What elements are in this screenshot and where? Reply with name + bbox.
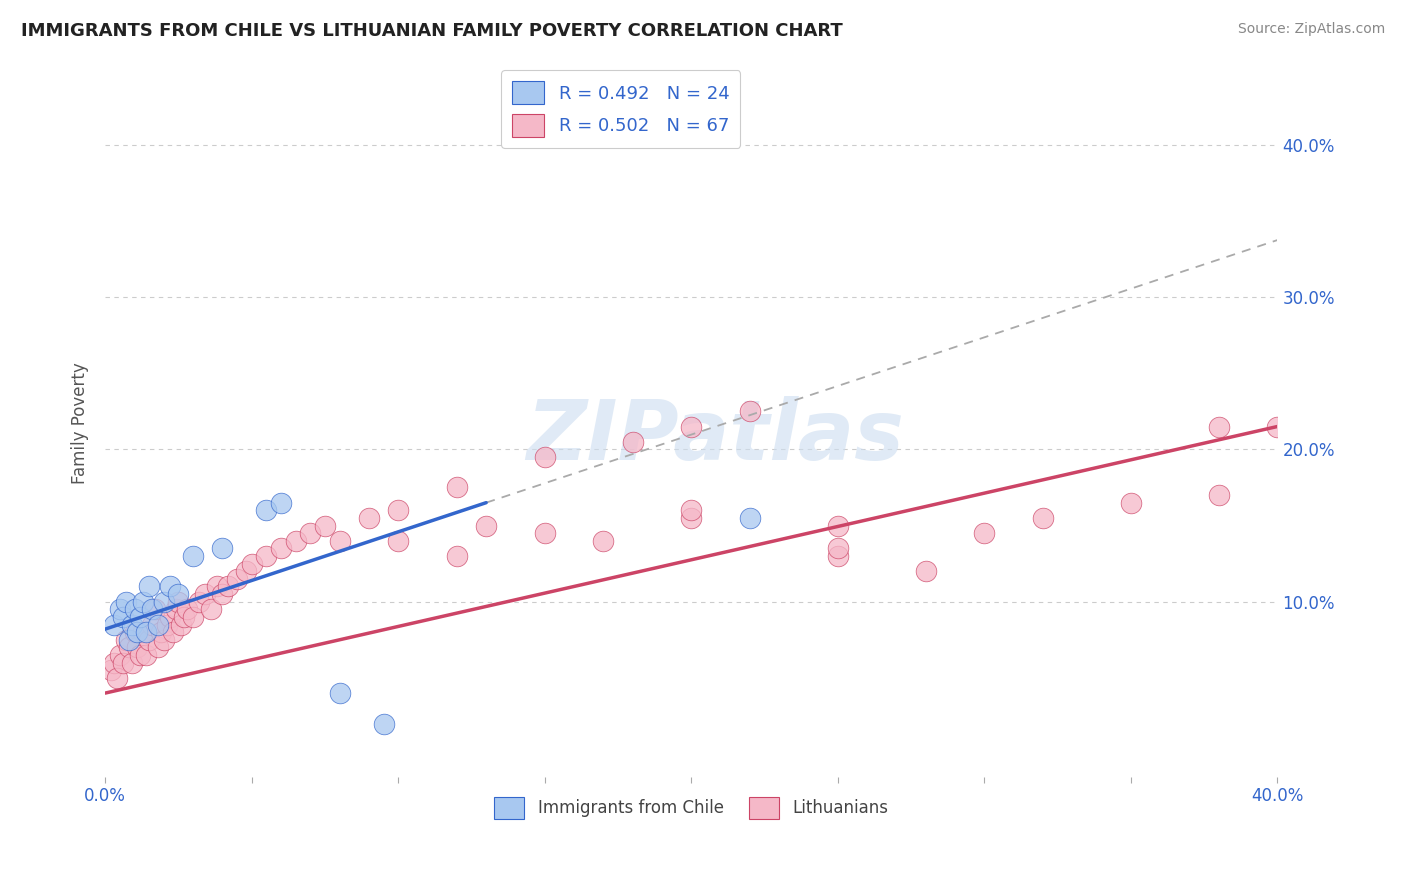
Point	[153, 595, 176, 609]
Point	[146, 640, 169, 655]
Point	[121, 656, 143, 670]
Point	[146, 617, 169, 632]
Point	[108, 648, 131, 662]
Point	[681, 503, 703, 517]
Point	[254, 503, 277, 517]
Point	[284, 533, 307, 548]
Point	[314, 518, 336, 533]
Point	[329, 686, 352, 700]
Point	[181, 549, 204, 563]
Point	[194, 587, 217, 601]
Point	[1032, 511, 1054, 525]
Point	[124, 602, 146, 616]
Point	[167, 595, 190, 609]
Point	[111, 656, 134, 670]
Point	[446, 549, 468, 563]
Point	[153, 632, 176, 647]
Point	[181, 610, 204, 624]
Point	[592, 533, 614, 548]
Point	[108, 602, 131, 616]
Point	[270, 496, 292, 510]
Point	[475, 518, 498, 533]
Point	[165, 602, 187, 616]
Point	[357, 511, 380, 525]
Point	[270, 541, 292, 556]
Point	[205, 579, 228, 593]
Point	[121, 617, 143, 632]
Point	[1208, 419, 1230, 434]
Point	[738, 404, 761, 418]
Point	[111, 610, 134, 624]
Point	[973, 526, 995, 541]
Point	[827, 549, 849, 563]
Point	[141, 617, 163, 632]
Point	[167, 587, 190, 601]
Point	[114, 595, 136, 609]
Point	[176, 602, 198, 616]
Point	[329, 533, 352, 548]
Point	[103, 656, 125, 670]
Point	[1267, 419, 1289, 434]
Point	[159, 610, 181, 624]
Point	[254, 549, 277, 563]
Point	[681, 419, 703, 434]
Point	[135, 625, 157, 640]
Point	[132, 625, 155, 640]
Point	[446, 480, 468, 494]
Point	[738, 511, 761, 525]
Text: IMMIGRANTS FROM CHILE VS LITHUANIAN FAMILY POVERTY CORRELATION CHART: IMMIGRANTS FROM CHILE VS LITHUANIAN FAMI…	[21, 22, 842, 40]
Legend: Immigrants from Chile, Lithuanians: Immigrants from Chile, Lithuanians	[488, 790, 894, 825]
Point	[621, 434, 644, 449]
Point	[114, 632, 136, 647]
Point	[533, 450, 555, 464]
Point	[156, 617, 179, 632]
Point	[124, 625, 146, 640]
Point	[118, 632, 141, 647]
Point	[127, 640, 149, 655]
Point	[235, 564, 257, 578]
Point	[138, 632, 160, 647]
Point	[226, 572, 249, 586]
Point	[200, 602, 222, 616]
Point	[129, 648, 152, 662]
Point	[135, 648, 157, 662]
Point	[188, 595, 211, 609]
Point	[827, 541, 849, 556]
Point	[149, 625, 172, 640]
Text: ZIPatlas: ZIPatlas	[526, 396, 904, 477]
Point	[211, 541, 233, 556]
Point	[914, 564, 936, 578]
Point	[170, 617, 193, 632]
Point	[143, 602, 166, 616]
Point	[103, 617, 125, 632]
Point	[827, 518, 849, 533]
Point	[681, 511, 703, 525]
Point	[1119, 496, 1142, 510]
Text: Source: ZipAtlas.com: Source: ZipAtlas.com	[1237, 22, 1385, 37]
Point	[118, 640, 141, 655]
Point	[173, 610, 195, 624]
Point	[240, 557, 263, 571]
Point	[299, 526, 322, 541]
Point	[387, 503, 409, 517]
Point	[132, 595, 155, 609]
Point	[533, 526, 555, 541]
Point	[105, 671, 128, 685]
Point	[127, 625, 149, 640]
Point	[373, 716, 395, 731]
Point	[159, 579, 181, 593]
Y-axis label: Family Poverty: Family Poverty	[72, 362, 89, 483]
Point	[1208, 488, 1230, 502]
Point	[138, 579, 160, 593]
Point	[129, 610, 152, 624]
Point	[211, 587, 233, 601]
Point	[141, 602, 163, 616]
Point	[217, 579, 239, 593]
Point	[100, 663, 122, 677]
Point	[387, 533, 409, 548]
Point	[162, 625, 184, 640]
